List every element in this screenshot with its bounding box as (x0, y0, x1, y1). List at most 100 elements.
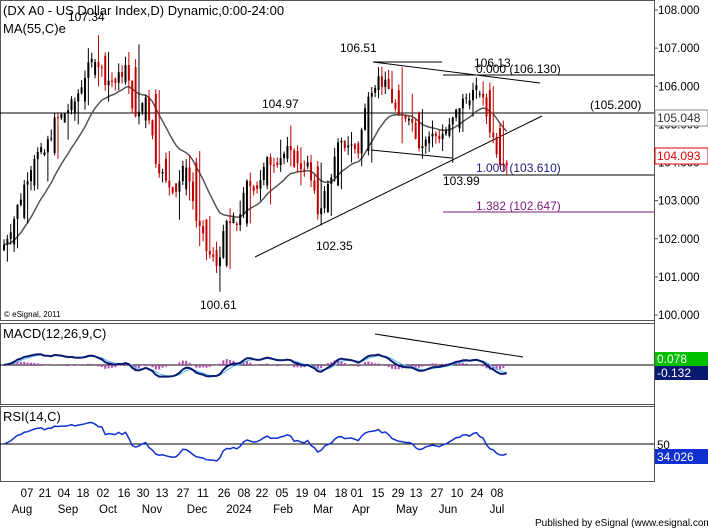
candle-body (394, 102, 397, 109)
candle-body (256, 185, 259, 189)
candle-body (316, 166, 319, 215)
x-day-label: 27 (431, 488, 444, 500)
candle-body (161, 172, 164, 174)
candle-body (374, 87, 377, 93)
candle-body (158, 163, 161, 174)
candle-body (121, 72, 124, 77)
price-tick-0: 108.000 (658, 5, 700, 17)
candle-body (310, 162, 313, 181)
rising-trendline (254, 115, 543, 258)
x-day-label: 26 (218, 488, 231, 500)
candle-body (485, 97, 488, 117)
candle-body (141, 102, 144, 112)
candle-body (475, 85, 478, 90)
candle-body (377, 76, 380, 91)
candle-body (431, 133, 434, 137)
candle-body (296, 151, 299, 164)
label-100-61: 100.61 (200, 298, 237, 312)
label-102-35: 102.35 (316, 239, 353, 253)
x-day-label: 18 (335, 488, 348, 500)
candle-body (212, 254, 215, 258)
macd-label: MACD(12,26,9,C) (3, 326, 106, 341)
candle-body (181, 165, 184, 182)
candle-body (232, 217, 235, 224)
x-month-label: May (396, 504, 418, 516)
x-month-label: Dec (187, 504, 208, 516)
candle-body (276, 162, 279, 165)
candle-body (468, 100, 471, 106)
x-axis-month-labels: Aug Sep Oct Nov Dec 2024 Feb Mar Apr May Jun Jul (12, 504, 505, 516)
candle-body (225, 221, 228, 266)
candle-body (178, 181, 181, 192)
candle-body (414, 122, 417, 139)
candle-body (29, 170, 32, 182)
candle-body (6, 238, 9, 245)
candle-body (90, 58, 93, 63)
candle-body (164, 158, 167, 181)
candle-body (26, 181, 29, 185)
x-axis-day-labels: 07 21 04 18 02 16 30 13 27 11 26 08 22 05 19 04 18 01 15 29… (21, 488, 504, 500)
ma-tag-bg (654, 109, 708, 127)
candle-body (83, 77, 86, 102)
candle-body (23, 184, 26, 218)
x-month-label: Jul (490, 504, 505, 516)
candle-body (252, 186, 255, 191)
candle-body (391, 89, 394, 103)
candle-body (9, 232, 12, 239)
candle-body (13, 218, 16, 245)
candle-body (73, 101, 76, 113)
candle-body (168, 180, 171, 188)
candle-body (451, 117, 454, 125)
candle-body (445, 130, 448, 134)
candle-body (80, 87, 83, 94)
rsi-line (3, 421, 507, 462)
price-panel-frame (0, 0, 655, 321)
x-day-label: 24 (471, 488, 484, 500)
x-month-label: Mar (313, 504, 333, 516)
candle-body (286, 145, 289, 159)
x-day-label: 15 (372, 488, 385, 500)
candle-body (60, 114, 63, 118)
candle-body (205, 219, 208, 251)
candle-body (218, 257, 221, 267)
label-fib-1382: 1.382 (102.647) (476, 199, 561, 213)
upper-triangle-line (372, 61, 541, 84)
x-month-label: 2024 (226, 504, 252, 516)
candle-body (46, 139, 49, 153)
last-price-tag: 104.093 (657, 149, 701, 163)
label-104-97: 104.97 (262, 97, 299, 111)
candle-body (242, 192, 245, 215)
x-day-label: 13 (156, 488, 169, 500)
candle-body (330, 177, 333, 184)
candle-body (357, 143, 360, 154)
candle-body (94, 62, 97, 75)
x-month-label: Sep (58, 504, 78, 516)
candle-body (245, 180, 248, 224)
x-day-label: 30 (137, 488, 150, 500)
candle-body (293, 150, 296, 167)
candle-body (127, 65, 130, 81)
candle-body (448, 124, 451, 136)
candle-body (380, 76, 383, 87)
candle-body (110, 80, 113, 82)
candle-body (36, 151, 39, 160)
candle-body (434, 133, 437, 137)
candle-body (387, 78, 390, 90)
candle-body (198, 220, 201, 227)
x-month-label: Feb (273, 504, 293, 516)
copyright: © eSignal, 2011 (4, 310, 61, 319)
candle-body (208, 250, 211, 255)
candle-body (320, 208, 323, 215)
candle-body (303, 169, 306, 171)
candle-body (202, 226, 205, 234)
candle-body (272, 164, 275, 166)
candle-body (77, 93, 80, 102)
candle-body (107, 80, 110, 86)
x-day-label: 02 (97, 488, 110, 500)
ma-tag: 105.048 (657, 111, 701, 125)
candle-body (306, 162, 309, 167)
x-day-label: 21 (39, 488, 52, 500)
candle-body (269, 157, 272, 165)
candle-body (333, 156, 336, 178)
